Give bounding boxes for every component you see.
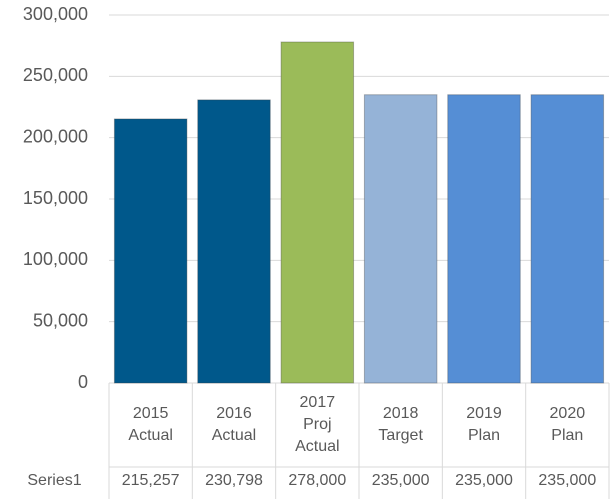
series-name-text: Series1 bbox=[27, 472, 82, 489]
y-tick-label: 100,000 bbox=[23, 249, 88, 269]
value-label-text: 230,798 bbox=[205, 472, 263, 489]
category-label-text: 2020 Plan bbox=[549, 405, 586, 444]
y-tick-label: 300,000 bbox=[23, 4, 88, 24]
y-tick-label: 150,000 bbox=[23, 188, 88, 208]
value-label-text: 235,000 bbox=[455, 472, 513, 489]
value-label: 235,000 bbox=[526, 467, 609, 495]
category-label-text: 2015 Actual bbox=[128, 405, 173, 444]
value-label-text: 235,000 bbox=[538, 472, 597, 489]
value-label-text: 278,000 bbox=[288, 472, 347, 489]
category-label: 2015 Actual bbox=[109, 383, 192, 467]
value-label: 215,257 bbox=[109, 467, 192, 495]
y-tick-label: 200,000 bbox=[23, 126, 88, 146]
bar bbox=[363, 94, 438, 384]
category-label: 2019 Plan bbox=[442, 383, 525, 467]
category-label: 2018 Target bbox=[359, 383, 442, 467]
value-label: 235,000 bbox=[359, 467, 442, 495]
category-label-text: 2017 Proj Actual bbox=[295, 394, 340, 455]
category-label: 2016 Actual bbox=[192, 383, 275, 467]
series-name: Series1 bbox=[0, 467, 109, 495]
bar bbox=[113, 118, 188, 384]
category-label-text: 2019 Plan bbox=[466, 405, 502, 444]
category-label-text: 2018 Target bbox=[378, 405, 423, 444]
category-label: 2017 Proj Actual bbox=[276, 383, 359, 467]
y-tick-label: 0 bbox=[78, 372, 88, 392]
y-tick-label: 50,000 bbox=[33, 310, 88, 330]
value-label: 235,000 bbox=[442, 467, 525, 495]
category-label-text: 2016 Actual bbox=[211, 405, 257, 444]
value-label-text: 215,257 bbox=[121, 472, 180, 489]
bar bbox=[197, 99, 271, 384]
value-label: 230,798 bbox=[192, 467, 275, 495]
category-label: 2020 Plan bbox=[526, 383, 609, 467]
bar bbox=[280, 41, 355, 384]
value-label-text: 235,000 bbox=[371, 472, 430, 489]
value-label: 278,000 bbox=[276, 467, 359, 495]
bar bbox=[530, 94, 605, 384]
y-tick-label: 250,000 bbox=[23, 65, 88, 85]
bar bbox=[447, 94, 521, 384]
